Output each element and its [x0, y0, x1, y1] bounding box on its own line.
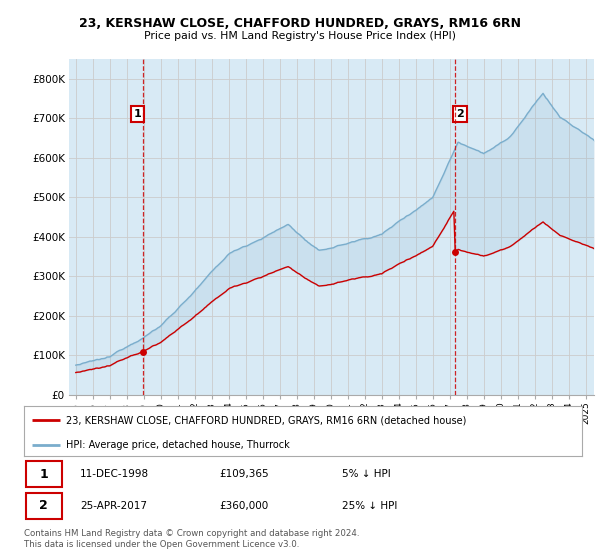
Text: HPI: Average price, detached house, Thurrock: HPI: Average price, detached house, Thur… — [66, 440, 290, 450]
FancyBboxPatch shape — [26, 461, 62, 487]
Text: 5% ↓ HPI: 5% ↓ HPI — [342, 469, 391, 479]
Text: 2: 2 — [39, 500, 48, 512]
Text: 25-APR-2017: 25-APR-2017 — [80, 501, 147, 511]
FancyBboxPatch shape — [26, 493, 62, 519]
Text: 23, KERSHAW CLOSE, CHAFFORD HUNDRED, GRAYS, RM16 6RN: 23, KERSHAW CLOSE, CHAFFORD HUNDRED, GRA… — [79, 17, 521, 30]
Text: 23, KERSHAW CLOSE, CHAFFORD HUNDRED, GRAYS, RM16 6RN (detached house): 23, KERSHAW CLOSE, CHAFFORD HUNDRED, GRA… — [66, 415, 466, 425]
Text: This data is licensed under the Open Government Licence v3.0.: This data is licensed under the Open Gov… — [24, 540, 299, 549]
Text: 11-DEC-1998: 11-DEC-1998 — [80, 469, 149, 479]
Text: £360,000: £360,000 — [220, 501, 269, 511]
Text: 25% ↓ HPI: 25% ↓ HPI — [342, 501, 397, 511]
Text: Contains HM Land Registry data © Crown copyright and database right 2024.: Contains HM Land Registry data © Crown c… — [24, 529, 359, 538]
Text: 2: 2 — [456, 109, 464, 119]
Text: Price paid vs. HM Land Registry's House Price Index (HPI): Price paid vs. HM Land Registry's House … — [144, 31, 456, 41]
Text: 1: 1 — [134, 109, 142, 119]
Text: £109,365: £109,365 — [220, 469, 269, 479]
Text: 1: 1 — [39, 468, 48, 480]
